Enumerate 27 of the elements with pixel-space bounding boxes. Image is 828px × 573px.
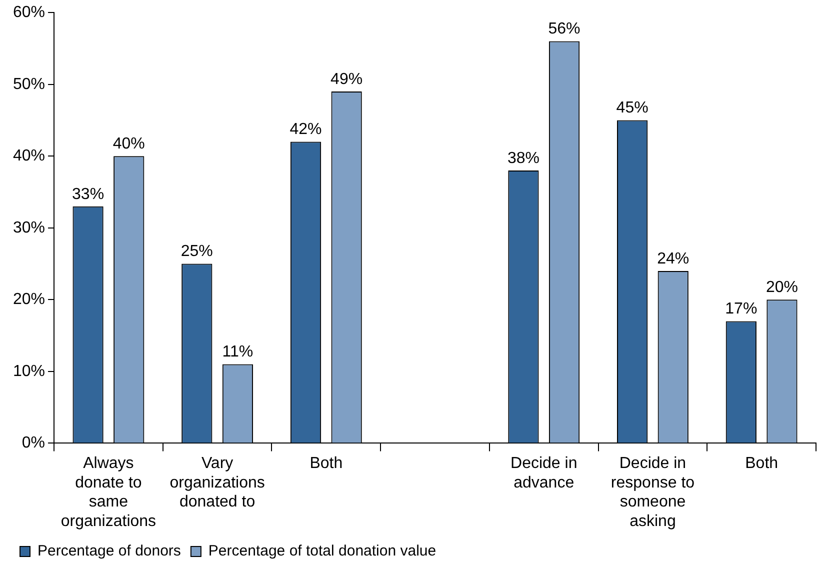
data-label: 24% <box>657 250 690 268</box>
y-tick-label: 0% <box>22 434 46 452</box>
data-label: 20% <box>766 279 798 296</box>
data-label: 25% <box>180 243 213 260</box>
data-label: 42% <box>290 121 322 138</box>
y-tick-label: 50% <box>12 76 46 93</box>
x-tick-label: Decide in advance <box>510 455 578 492</box>
data-label: 49% <box>330 70 363 88</box>
x-tick-label: Both <box>310 455 343 472</box>
data-label: 45% <box>616 100 648 117</box>
data-label: 40% <box>112 136 145 153</box>
data-label: 11% <box>222 344 254 361</box>
data-label: 38% <box>507 150 540 167</box>
y-tick-label: 40% <box>12 148 46 165</box>
y-tick-label: 10% <box>12 362 46 380</box>
x-tick-label: Both <box>745 455 778 472</box>
data-label: 56% <box>548 20 580 38</box>
x-tick-label: Vary organizations donated to <box>170 455 265 511</box>
y-tick-label: 60% <box>12 4 46 22</box>
data-label: 33% <box>72 186 104 203</box>
legend-label: Percentage of total donation value <box>208 542 436 560</box>
legend-label: Percentage of donors <box>38 542 181 560</box>
data-label: 17% <box>725 300 758 318</box>
y-tick-label: 30% <box>12 219 46 236</box>
x-tick-label: Decide in response to someone asking <box>610 455 695 530</box>
y-tick-label: 20% <box>12 291 46 308</box>
x-tick-label: Always donate to same organizations <box>60 455 156 530</box>
